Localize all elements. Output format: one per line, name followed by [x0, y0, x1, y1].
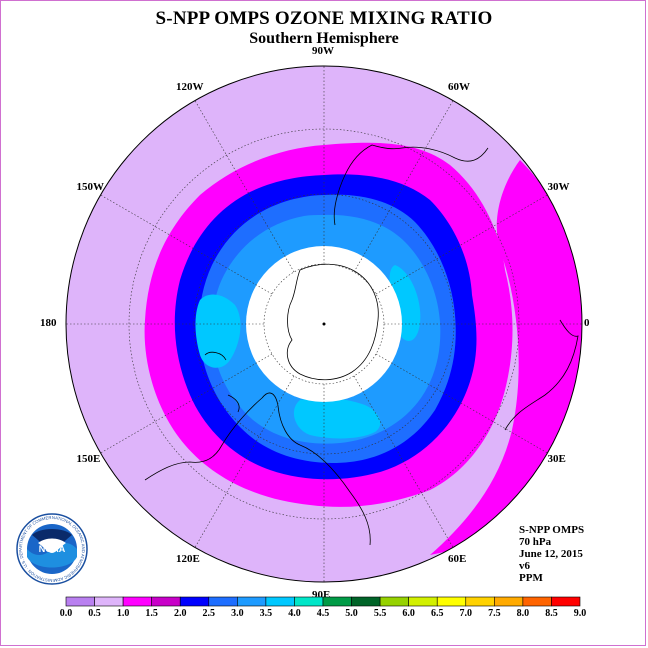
colorbar-swatch: [351, 596, 381, 607]
colorbar-swatch: [65, 596, 95, 607]
meridian-line: [194, 375, 295, 548]
colorbar-tick-label: 0.0: [59, 608, 73, 619]
info-date: June 12, 2015: [519, 548, 583, 560]
longitude-label: 120E: [176, 552, 200, 565]
info-instrument: S-NPP OMPS: [519, 524, 585, 536]
colorbar-tick-label: 6.5: [430, 608, 444, 619]
colorbar-swatch: [151, 596, 181, 607]
longitude-label: 60W: [448, 81, 470, 94]
longitude-label: 150W: [76, 181, 104, 193]
colorbar-swatch: [379, 596, 409, 607]
colorbar-swatch: [322, 596, 352, 607]
new-zealand-coastline: [204, 351, 240, 413]
info-version: v6: [519, 560, 530, 572]
colorbar-tick-label: 5.5: [373, 608, 387, 619]
longitude-label: 60E: [448, 552, 467, 565]
colorbar-tick-label: 6.0: [402, 608, 415, 619]
colorbar-swatch: [551, 596, 581, 607]
noaa-logo-text: NOAA: [39, 544, 66, 554]
africa-coastline: [504, 319, 579, 431]
colorbar-tick-label: 3.0: [231, 608, 244, 619]
longitude-label: 30E: [547, 453, 566, 465]
colorbar-tick-label: 9.0: [573, 608, 587, 619]
map-boundary: [65, 65, 583, 583]
colorbar-swatch: [237, 596, 267, 607]
colorbar-tick-label: 7.5: [488, 608, 501, 619]
colorbar-swatch: [436, 596, 467, 607]
colorbar-swatch: [522, 596, 552, 607]
colorbar-tick-label: 1.0: [116, 608, 130, 619]
longitude-label: 90W: [312, 45, 334, 57]
meridian-line: [375, 194, 548, 295]
contour-band-3_0-3_5-a: [195, 294, 241, 368]
australia-coastline: [144, 392, 371, 546]
meridian-line: [194, 100, 295, 273]
colorbar-tick-label: 1.5: [145, 608, 158, 619]
longitude-label: 30W: [547, 181, 570, 193]
colorbar-tick-label: 8.5: [545, 608, 558, 619]
colorbar-swatch: [122, 596, 152, 607]
colorbar-tick-label: 0.5: [88, 608, 101, 619]
colorbar-swatch: [494, 596, 524, 607]
colorbar-tick-label: 2.0: [173, 608, 187, 619]
south-america-coastline: [333, 144, 489, 226]
map-subtitle: Southern Hemisphere: [249, 30, 399, 47]
colorbar-tick-label: 3.5: [259, 608, 273, 619]
contour-band-3_0-3_5-b: [293, 397, 381, 439]
info-units: PPM: [519, 572, 543, 584]
meridian-line: [100, 353, 273, 454]
noaa-logo: NOAA NATIONAL OCEANIC AND ATMOSPHERIC AD…: [16, 513, 88, 585]
coastlines: [144, 144, 579, 546]
colorbar-swatch: [265, 596, 295, 607]
colorbar-swatch: [179, 596, 210, 607]
meridian-line: [100, 194, 273, 295]
colorbar-swatch: [465, 596, 495, 607]
meridian-line: [375, 353, 548, 454]
meridian-line: [353, 100, 454, 273]
colorbar-tick-label: 4.5: [316, 608, 330, 619]
south-pole-marker: [322, 322, 326, 326]
longitude-label: 120W: [176, 81, 204, 94]
colorbar-tick-label: 4.0: [288, 608, 301, 619]
colorbar-tick-label: 8.0: [516, 608, 530, 619]
antarctica-coastline: [286, 263, 379, 381]
graticule: [66, 66, 582, 582]
colorbar-swatch: [94, 596, 124, 607]
longitude-label: 180: [40, 317, 57, 329]
longitude-label: 0: [584, 317, 590, 329]
longitude-label: 150E: [76, 453, 101, 465]
meridian-line: [353, 375, 454, 548]
colorbar-tick-label: 5.0: [345, 608, 358, 619]
info-level: 70 hPa: [519, 536, 552, 548]
colorbar-tick-label: 2.5: [202, 608, 216, 619]
colorbar-swatch: [408, 596, 438, 607]
colorbar-swatch: [208, 596, 238, 607]
map-title: S-NPP OMPS OZONE MIXING RATIO: [155, 8, 493, 29]
colorbar-swatch: [294, 596, 324, 607]
colorbar-tick-label: 7.0: [459, 608, 473, 619]
